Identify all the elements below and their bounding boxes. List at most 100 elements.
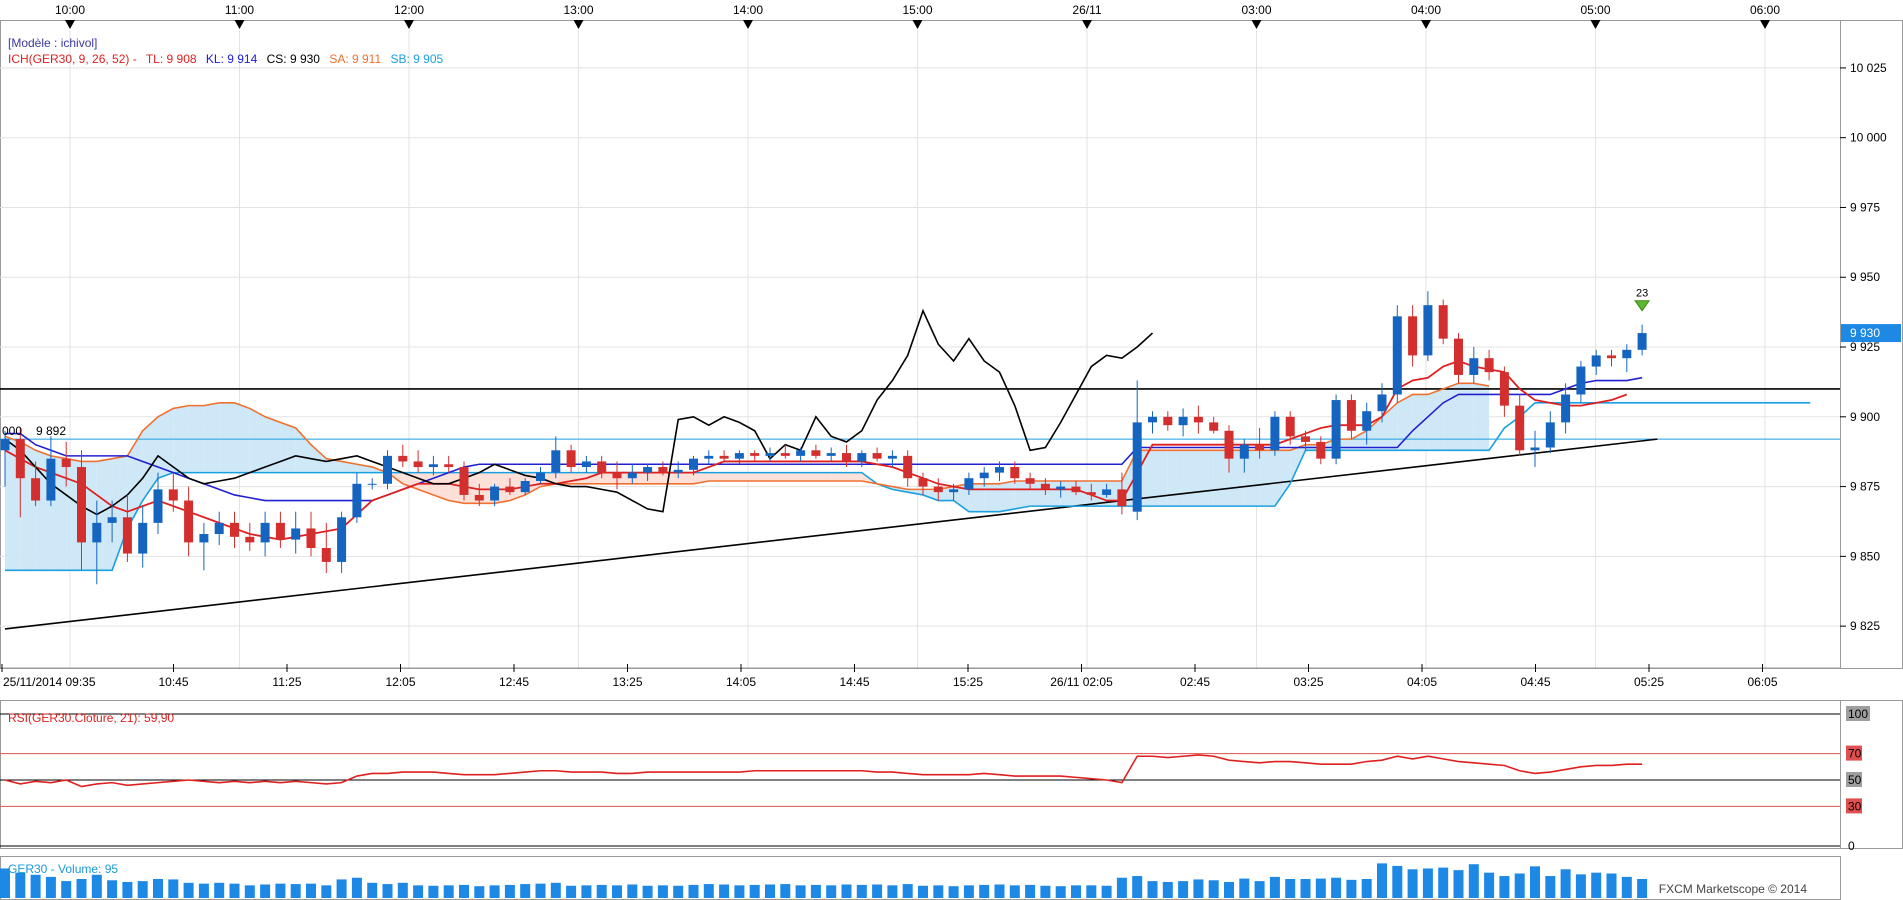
- cloud-segment: [265, 416, 281, 473]
- candle-body: [1255, 444, 1265, 451]
- candle: [398, 444, 408, 468]
- candle-body: [597, 461, 607, 473]
- candle-body: [903, 455, 913, 479]
- volume-bar: [275, 883, 286, 898]
- candle-body: [734, 453, 744, 459]
- volume-bar: [673, 885, 684, 898]
- candle-body: [780, 453, 790, 456]
- candle: [230, 511, 239, 548]
- candle: [627, 464, 637, 484]
- candle-body: [1377, 394, 1387, 412]
- candle: [689, 455, 698, 476]
- top-time-label: 26/11: [1072, 3, 1101, 17]
- bottom-time-label: 10:45: [158, 675, 188, 689]
- volume-bar: [1269, 876, 1280, 898]
- volume-bar: [198, 883, 209, 898]
- candle-body: [765, 453, 775, 456]
- volume-bar: [581, 885, 592, 898]
- cloud-segment: [1382, 402, 1398, 451]
- candle: [995, 461, 1004, 481]
- candle-body: [46, 458, 56, 501]
- candle: [1040, 478, 1050, 495]
- candle-body: [949, 489, 959, 493]
- candle: [872, 447, 882, 462]
- candle-body: [138, 522, 148, 554]
- volume-bar: [1530, 866, 1540, 898]
- main-pane-border: [0, 20, 1841, 669]
- price-tick-label: 9 900: [1850, 410, 1880, 424]
- candle: [184, 486, 194, 557]
- candle-body: [933, 486, 943, 493]
- price-tick-label: 9 850: [1850, 549, 1880, 563]
- volume-bar: [1101, 885, 1112, 898]
- candle: [1163, 411, 1173, 431]
- volume-bar: [1147, 881, 1158, 898]
- ichimoku-legend: ICH(GER30, 9, 26, 52) - TL: 9 908 KL: 9 …: [8, 52, 449, 66]
- cloud-segment: [1274, 450, 1291, 507]
- candle: [643, 464, 653, 481]
- time-marker-icon: [65, 20, 75, 29]
- rsi-tick-label: 0: [1848, 839, 1855, 853]
- volume-bar: [1346, 879, 1357, 898]
- time-marker-icon: [912, 20, 923, 29]
- candle: [46, 436, 56, 507]
- candle: [306, 511, 316, 557]
- candle: [214, 511, 224, 546]
- candle: [765, 447, 775, 462]
- volume-bar: [1040, 885, 1051, 898]
- candle: [15, 427, 25, 518]
- candlesticks[interactable]: [0, 291, 1647, 585]
- candle: [1270, 411, 1280, 456]
- candle-body: [536, 472, 545, 481]
- candle: [811, 444, 821, 459]
- candle: [551, 436, 561, 479]
- grid-lines: [0, 30, 1840, 668]
- cloud-segment: [1412, 394, 1428, 451]
- volume-bar: [1621, 876, 1632, 898]
- kl-label: KL: 9 914: [205, 52, 258, 66]
- volume-bar: [168, 879, 179, 898]
- candle: [933, 478, 943, 501]
- volume-bar: [321, 885, 332, 898]
- candle-body: [0, 439, 10, 451]
- volume-bar: [397, 882, 408, 898]
- volume-bar: [657, 885, 668, 898]
- candle: [474, 483, 484, 507]
- candle-body: [719, 455, 729, 459]
- volume-bar: [719, 884, 730, 898]
- candle-body: [77, 467, 86, 543]
- candle: [826, 447, 836, 462]
- top-time-label: 04:00: [1411, 3, 1441, 17]
- volume-bar: [1285, 879, 1296, 898]
- candle: [1285, 411, 1295, 445]
- candle: [719, 450, 729, 462]
- volume-bar: [183, 882, 194, 898]
- candle-body: [1132, 422, 1142, 512]
- rsi-tick-box: [1846, 798, 1862, 814]
- candle: [1209, 416, 1219, 434]
- volume-bar: [1132, 876, 1143, 898]
- chikou-line: [4, 308, 1154, 516]
- candle: [734, 450, 744, 465]
- candle-body: [383, 455, 392, 484]
- candle-body: [352, 483, 362, 518]
- candle-body: [459, 467, 469, 495]
- volume-bar: [703, 884, 714, 898]
- bottom-time-label: 02:45: [1180, 675, 1210, 689]
- cloud-segment: [1259, 450, 1275, 507]
- volume-bar: [1514, 873, 1525, 898]
- top-time-label: 15:00: [902, 3, 932, 17]
- candle-body: [1040, 483, 1050, 490]
- cloud-segment: [1060, 480, 1076, 507]
- cloud-segment: [999, 480, 1015, 512]
- volume-bar: [1422, 868, 1433, 898]
- candle: [1056, 480, 1066, 498]
- candle: [413, 450, 423, 473]
- volume-bar: [948, 886, 959, 898]
- candle: [1454, 333, 1463, 384]
- candle-body: [31, 478, 41, 501]
- cloud-segment: [1213, 450, 1229, 507]
- candle-body: [1071, 486, 1081, 493]
- cloud-segment: [647, 472, 663, 484]
